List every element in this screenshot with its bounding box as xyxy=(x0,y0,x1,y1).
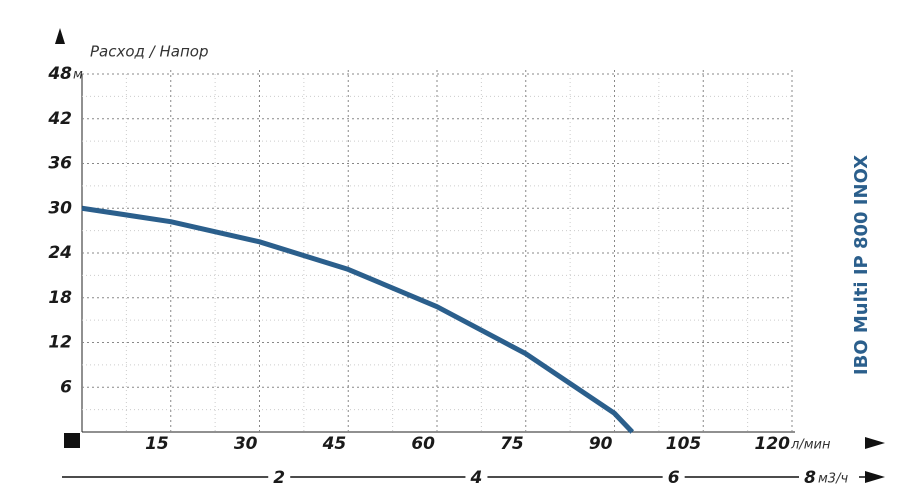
curve xyxy=(81,205,635,434)
y-tick-label: 18 xyxy=(48,288,72,308)
x-arrow xyxy=(865,437,885,449)
x-unit: л/мин xyxy=(790,438,831,453)
y-arrow xyxy=(55,28,65,44)
y-tick-label: 42 xyxy=(47,109,72,129)
x-tick-label: 90 xyxy=(589,434,613,454)
origin-marker xyxy=(64,433,80,448)
x2-tick-label: 8 xyxy=(804,468,816,488)
x2-label-bg xyxy=(465,466,488,488)
x-tick-label: 105 xyxy=(666,434,702,454)
y-unit: м xyxy=(73,68,83,83)
x2-tick-label: 2 xyxy=(273,468,285,488)
x2-arrow xyxy=(865,471,885,483)
y-tick-label: 30 xyxy=(48,198,72,218)
x-tick-label: 75 xyxy=(500,434,524,454)
y-tick-label: 24 xyxy=(48,243,72,263)
y-tick-label: 12 xyxy=(48,333,72,353)
chart-title: IBO Multi IP 800 INOX xyxy=(851,155,872,375)
y-tick-label: 48 xyxy=(47,64,72,84)
x-tick-label: 45 xyxy=(322,434,347,454)
x-tick-label: 120 xyxy=(755,434,791,454)
x2-unit: м3/ч xyxy=(818,472,848,487)
y-tick-label: 36 xyxy=(48,154,72,174)
x-tick-label: 60 xyxy=(411,434,435,454)
x-tick-label: 30 xyxy=(234,434,258,454)
y-tick-label: 6 xyxy=(60,377,72,397)
x2-label-bg xyxy=(662,466,685,488)
x2-tick-label: 4 xyxy=(470,468,483,488)
axis-label: Расход / Напор xyxy=(90,43,208,61)
x2-label-bg xyxy=(799,466,859,488)
x2-label-bg xyxy=(268,466,291,488)
x2-tick-label: 6 xyxy=(668,468,680,488)
x-tick-label: 15 xyxy=(145,434,169,454)
